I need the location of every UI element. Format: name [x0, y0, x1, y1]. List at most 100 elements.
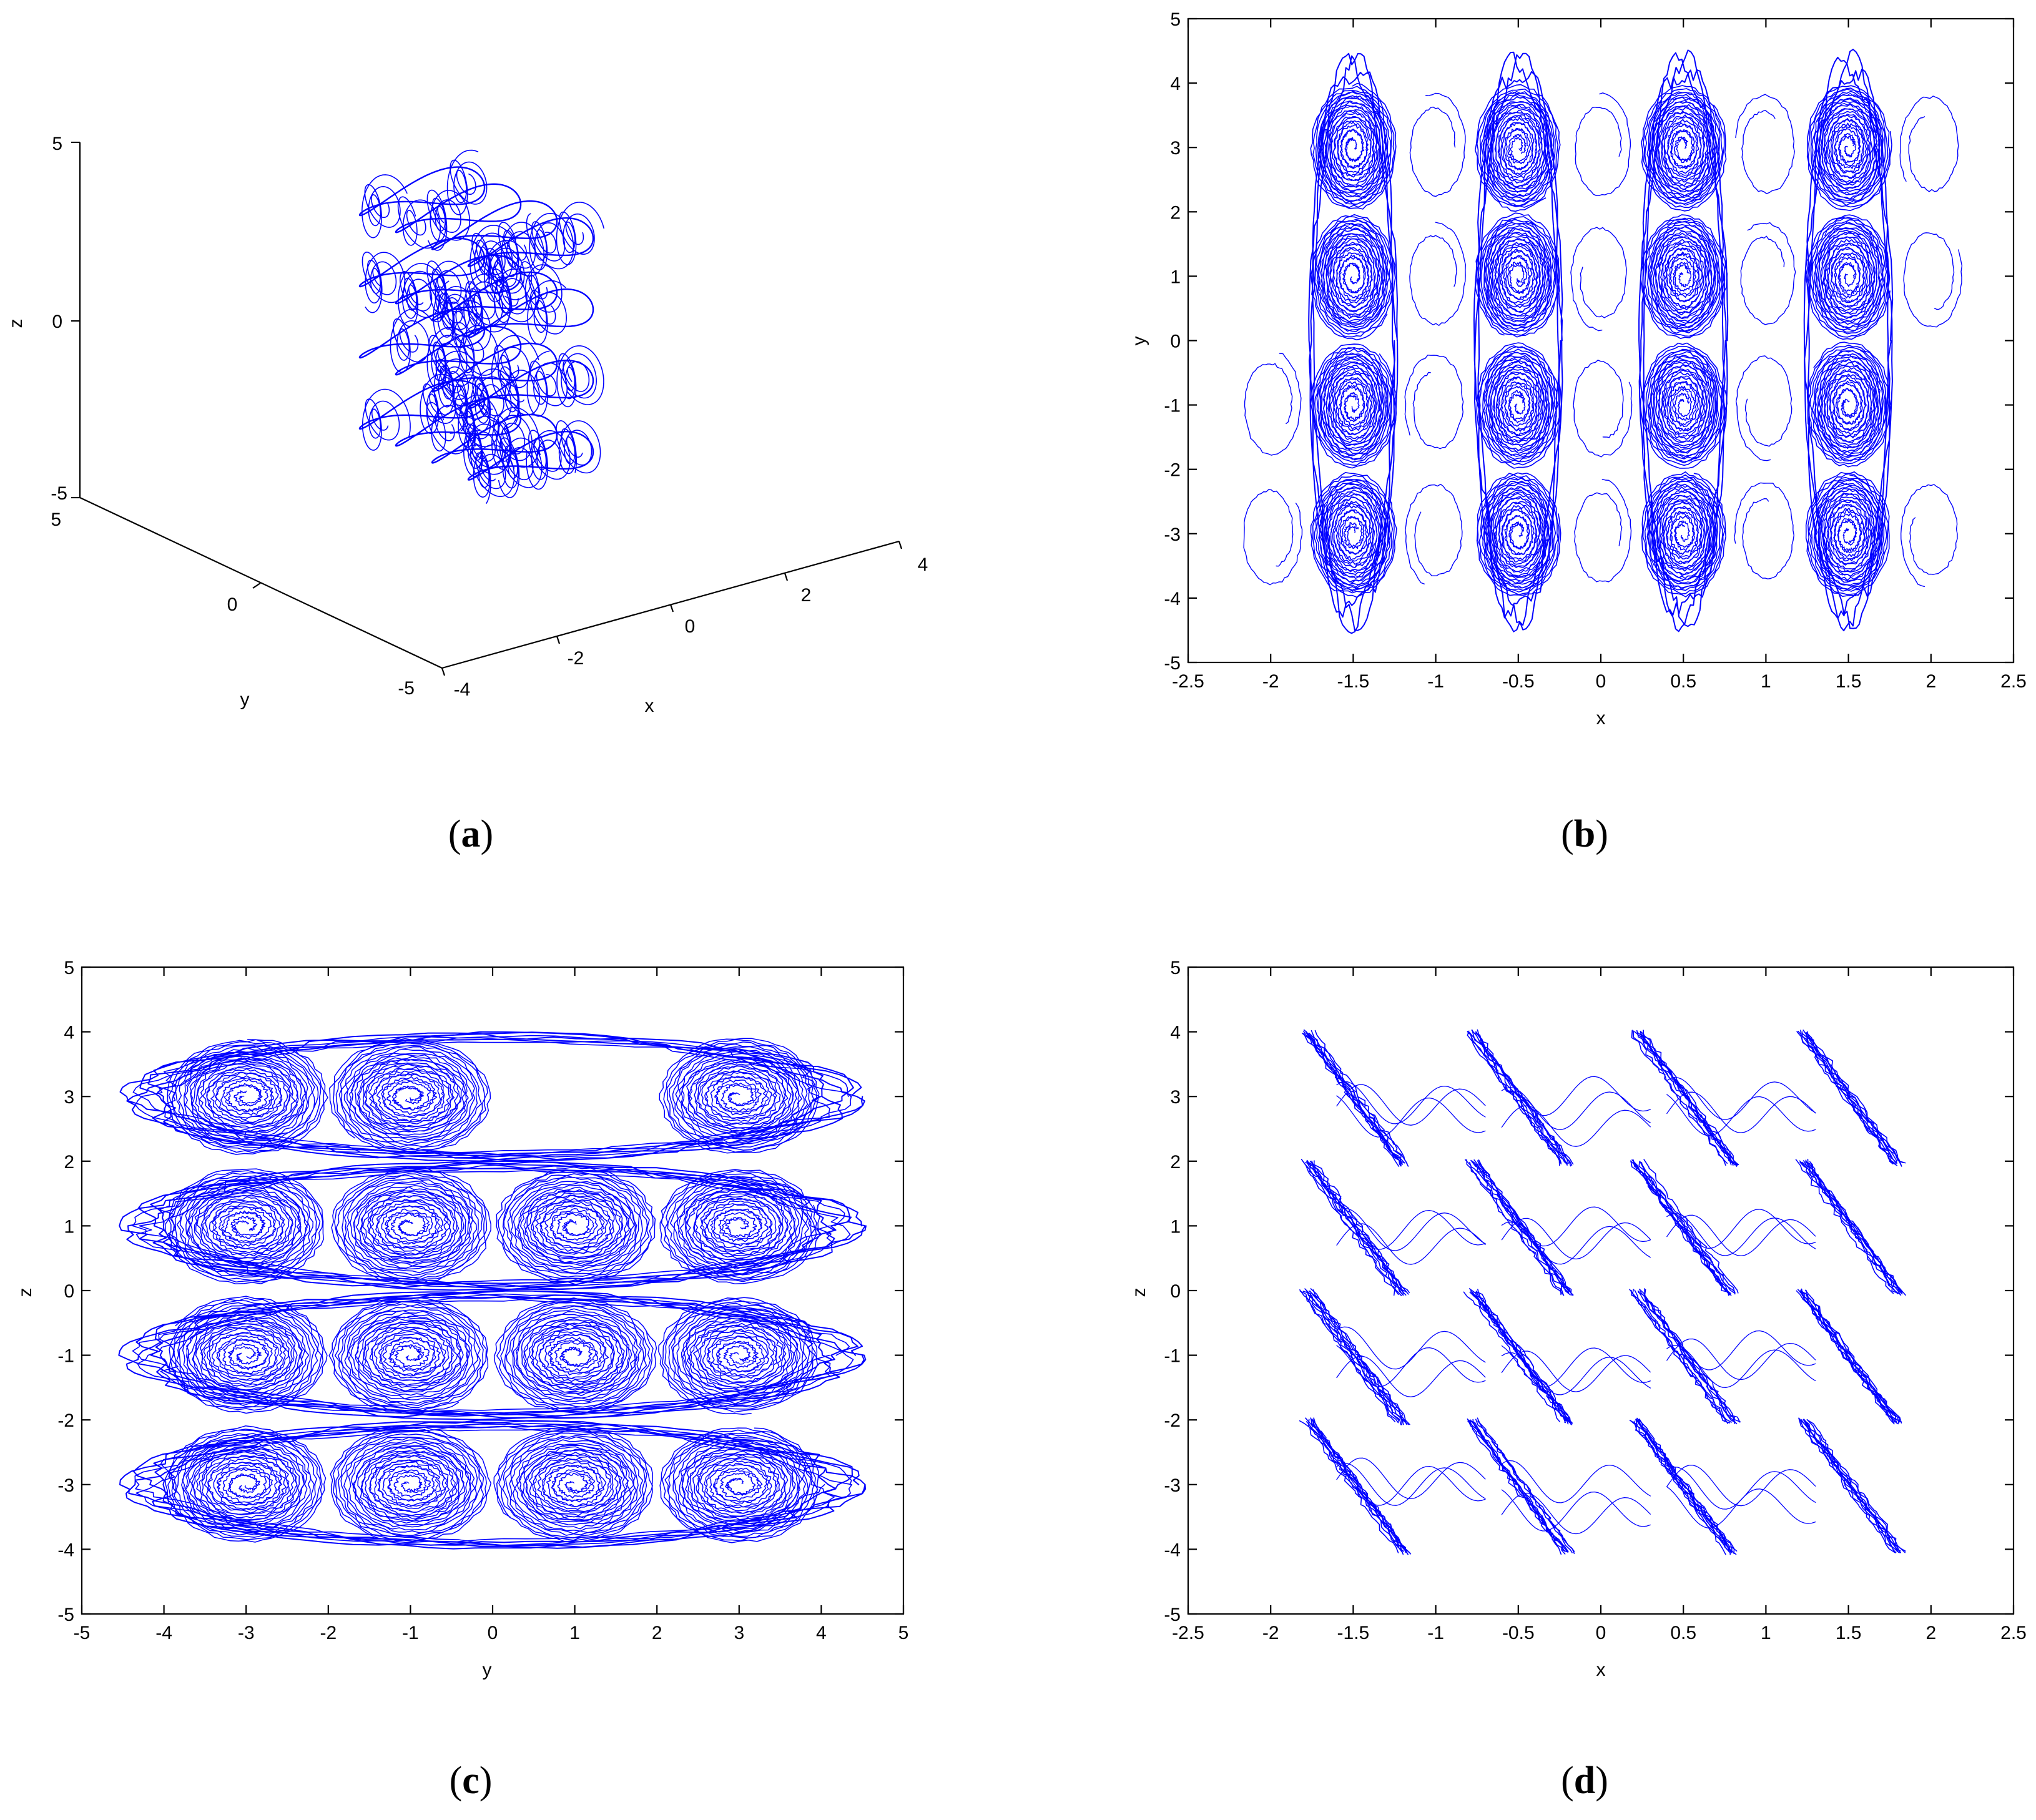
panel-d-x-tick-label: -2.5	[1172, 1623, 1204, 1643]
panel-b-bridge-loop	[1735, 94, 1795, 194]
panel-c: -5 -4 -3 -2 -1 0 1 2 3 4 5 -5 -4 -3 -2 -1 0 1 2 3 4 5 y z (c…	[15, 958, 908, 1802]
panel-c-row-envelope	[132, 1164, 851, 1288]
panel-a-x-tick-m2	[556, 636, 561, 644]
panel-b-spiral	[1318, 347, 1388, 461]
panel-c-spiral	[353, 1190, 472, 1264]
panel-b-spiral	[1648, 476, 1718, 590]
panel-d-band	[1311, 1160, 1409, 1295]
panel-a-spiral	[556, 345, 604, 408]
panel-c-x-tick-label: 5	[898, 1623, 909, 1643]
panel-d-bridge	[1666, 1328, 1816, 1370]
panel-d-band	[1806, 1032, 1906, 1164]
panel-d-band	[1634, 1289, 1732, 1423]
panel-d-x-tick-label: 1.5	[1836, 1623, 1862, 1643]
panel-d-band	[1630, 1161, 1729, 1292]
panel-c-spiral	[331, 1166, 491, 1285]
panel-b-bridge-loop	[1405, 483, 1463, 584]
panel-d-y-tick-label: 1	[1170, 1216, 1181, 1237]
panel-a-spiral	[397, 196, 441, 249]
panel-c-spiral	[493, 1297, 657, 1414]
panel-c-row-envelope	[118, 1290, 867, 1420]
panel-d-band	[1306, 1291, 1400, 1423]
panel-d-band	[1312, 1417, 1410, 1553]
panel-d-band	[1301, 1159, 1396, 1296]
panel-d-band	[1469, 1161, 1565, 1296]
panel-a-spiral	[361, 388, 411, 451]
panel-c-x-tick-label: -2	[320, 1623, 337, 1643]
panel-d-band	[1467, 1031, 1560, 1166]
panel-b-spiral	[1483, 476, 1552, 593]
panel-d-band	[1475, 1031, 1571, 1167]
panel-c-y-tick-label: 3	[64, 1087, 74, 1108]
panel-a-y-axis	[79, 497, 443, 669]
panel-d-band	[1476, 1291, 1573, 1424]
panel-a-spiral	[491, 268, 536, 323]
panel-b-caption: (b)	[1561, 813, 1608, 855]
panel-d-band	[1629, 1420, 1730, 1553]
panel-c-spiral	[185, 1317, 303, 1395]
panel-d-band	[1299, 1420, 1399, 1553]
panel-d-band	[1641, 1162, 1736, 1295]
panel-d-band	[1801, 1031, 1896, 1163]
panel-d-y-tick-label: -3	[1164, 1475, 1181, 1496]
panel-d-y-axis-label: z	[1129, 1288, 1149, 1297]
panel-b-column-envelope	[1638, 49, 1729, 632]
panel-a-spiral	[491, 335, 539, 399]
panel-d-band	[1299, 1291, 1396, 1422]
panel-a-spiral	[470, 225, 513, 291]
panel-b-spiral	[1806, 85, 1892, 212]
panel-a-x-tick-label: 2	[801, 585, 812, 606]
panel-c-row-envelope	[119, 1419, 866, 1550]
panel-c-x-ticks: -5 -4 -3 -2 -1 0 1 2 3 4 5	[74, 967, 909, 1643]
panel-c-x-tick-label: -3	[238, 1623, 255, 1643]
panel-c-row-envelope	[119, 1160, 867, 1291]
panel-d-y-tick-label: -4	[1164, 1540, 1181, 1560]
panel-c-x-tick-label: -4	[155, 1623, 172, 1643]
panel-c-spiral	[516, 1191, 636, 1264]
panel-a-spiral	[448, 371, 489, 432]
panel-a-loop	[467, 288, 594, 338]
panel-b-x-tick-label: -1	[1427, 671, 1444, 692]
panel-a-loop	[467, 431, 594, 481]
panel-b-spiral	[1641, 471, 1726, 598]
panel-c-x-axis-label: y	[483, 1660, 492, 1680]
panel-b-y-tick-label: 2	[1170, 202, 1181, 223]
panel-d-band	[1805, 1290, 1901, 1423]
panel-d-bridge	[1666, 1465, 1816, 1507]
panel-b-x-tick-label: -2	[1262, 671, 1279, 692]
panel-a-z-tick-label: 5	[52, 134, 62, 154]
panel-d-bridge	[1501, 1460, 1651, 1503]
panel-d-x-tick-label: 2	[1925, 1623, 1936, 1643]
panel-d-band	[1802, 1419, 1899, 1553]
panel-b-caption-letter: b	[1574, 813, 1595, 855]
panel-a-loop	[431, 342, 558, 393]
panel-d-x-tick-label: 1	[1761, 1623, 1771, 1643]
panel-a-spiral	[526, 430, 571, 490]
panel-a-y-axis-label: y	[240, 689, 250, 710]
panel-b-bridge-loop	[1404, 355, 1464, 450]
panel-d-bridge	[1336, 1095, 1486, 1138]
panel-c-y-tick-label: 5	[64, 958, 74, 978]
panel-d-band	[1629, 1289, 1731, 1424]
panel-d-bridge	[1666, 1213, 1816, 1256]
panel-a-spiral	[556, 420, 601, 475]
panel-b: -2.5 -2 -1.5 -1 -0.5 0 0.5 1 1.5 2 2.5 -5 -4 -3 -2 -1 0…	[1129, 9, 2027, 855]
panel-d-bridge	[1336, 1457, 1486, 1500]
panel-d-band	[1643, 1159, 1739, 1294]
panel-b-bridge-loop	[1244, 353, 1302, 456]
panel-d-y-tick-label: 4	[1170, 1023, 1181, 1043]
panel-b-x-axis-label: x	[1596, 708, 1606, 729]
panel-d-y-tick-label: 5	[1170, 958, 1181, 978]
panel-c-row-envelope	[119, 1031, 865, 1162]
panel-b-bridge-loop	[1740, 222, 1796, 325]
panel-d-x-tick-label: 2.5	[2000, 1623, 2027, 1643]
panel-a-spiral	[446, 149, 488, 215]
panel-b-bridge-loop	[1409, 222, 1466, 326]
panel-a-spiral	[455, 394, 500, 455]
panel-a-x-tick-label: -2	[568, 648, 584, 669]
panel-a-tick-labels: 5 0 -5 5 0 -5 -4 -2 0 2 4	[51, 134, 928, 700]
panel-c-y-tick-label: -4	[57, 1540, 74, 1560]
panel-d-bridge	[1336, 1345, 1486, 1387]
panel-d-bridge	[1666, 1345, 1816, 1388]
panel-b-y-tick-label: -1	[1164, 396, 1181, 416]
